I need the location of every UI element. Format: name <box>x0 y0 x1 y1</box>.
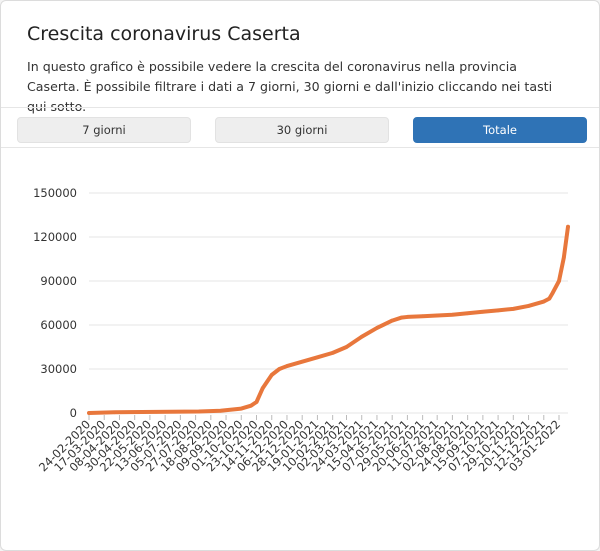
data-point <box>197 409 201 414</box>
data-point <box>330 351 335 355</box>
data-point <box>359 334 364 339</box>
line-chart: 030000600009000012000015000024-02-202017… <box>33 186 570 474</box>
divider <box>1 107 599 108</box>
data-point <box>375 326 379 330</box>
data-point <box>435 313 439 318</box>
data-point <box>218 409 223 413</box>
filter-7-days-button[interactable]: 7 giorni <box>17 117 191 143</box>
data-point <box>465 311 470 316</box>
data-point <box>541 299 546 304</box>
data-point <box>260 386 265 390</box>
data-point <box>420 314 425 318</box>
data-point <box>390 318 394 323</box>
data-point <box>496 308 500 313</box>
data-point <box>566 224 570 229</box>
filter-total-button[interactable]: Totale <box>413 117 587 143</box>
data-point <box>315 355 320 360</box>
data-point <box>269 373 274 377</box>
data-point <box>526 304 531 308</box>
data-point <box>481 310 485 314</box>
data-point <box>547 296 552 301</box>
filter-30-days-button[interactable]: 30 giorni <box>215 117 389 143</box>
data-point <box>155 410 159 414</box>
y-tick-label: 30000 <box>40 362 77 376</box>
data-point <box>399 315 403 320</box>
data-point <box>112 410 117 415</box>
divider <box>1 147 599 148</box>
data-point <box>405 315 410 319</box>
data-point <box>511 307 516 311</box>
chart-title: Crescita coronavirus Caserta <box>27 23 301 45</box>
y-tick-label: 90000 <box>40 274 77 288</box>
data-point <box>300 359 304 364</box>
y-tick-label: 150000 <box>33 186 77 200</box>
data-point <box>277 367 282 371</box>
data-point <box>557 279 561 283</box>
data-point <box>285 364 289 368</box>
series-line <box>87 224 570 415</box>
data-point <box>239 406 244 411</box>
data-point <box>344 345 349 349</box>
data-point <box>550 290 555 295</box>
data-point <box>450 312 455 317</box>
chart-description: In questo grafico è possibile vedere la … <box>27 59 553 114</box>
data-point <box>562 255 566 260</box>
y-tick-label: 120000 <box>33 230 77 244</box>
y-tick-label: 60000 <box>40 318 77 332</box>
data-point <box>254 400 259 404</box>
data-point <box>249 403 253 408</box>
y-tick-label: 0 <box>70 406 77 420</box>
data-point <box>87 411 91 415</box>
